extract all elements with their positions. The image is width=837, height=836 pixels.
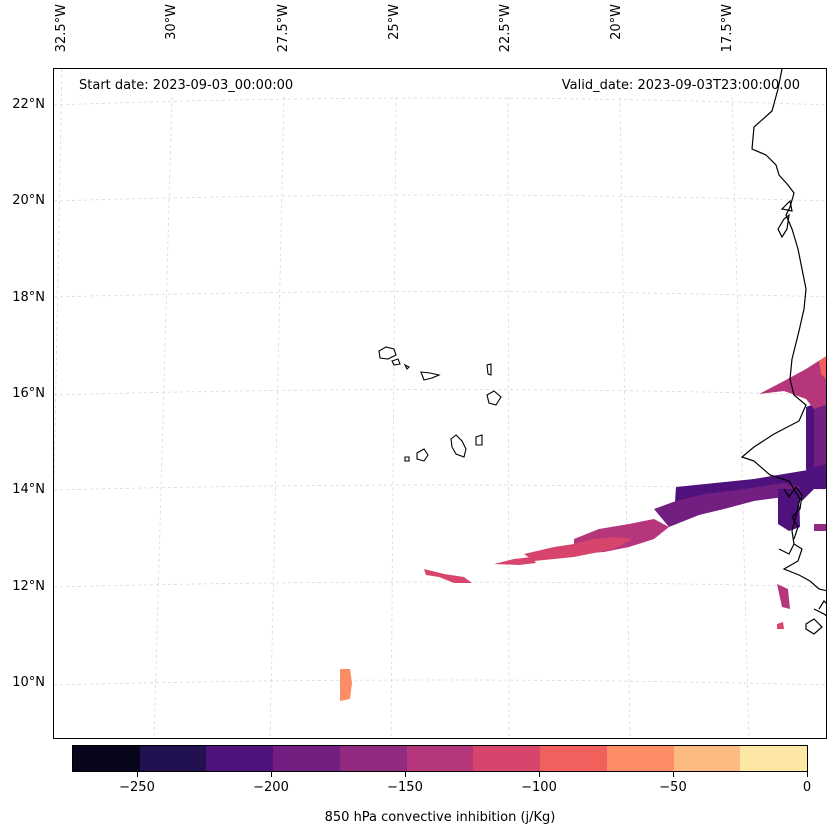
gridline-lat bbox=[54, 97, 826, 106]
lon-label: 32.5°W bbox=[54, 4, 69, 53]
coast-detail-1 bbox=[783, 485, 803, 540]
start-date-label: Start date: 2023-09-03_00:00:00 bbox=[79, 78, 294, 93]
lat-label: 18°N bbox=[12, 290, 45, 305]
colorbar-tick bbox=[539, 772, 540, 777]
colorbar-segment bbox=[206, 746, 274, 771]
cin-top-wedge-hot bbox=[819, 356, 826, 379]
cape-verde-islands bbox=[378, 346, 502, 462]
colorbar-tick-label: −100 bbox=[521, 780, 557, 795]
colorbar-segment bbox=[339, 746, 407, 771]
graticule bbox=[54, 69, 826, 738]
colorbar-segment bbox=[740, 746, 808, 771]
map-canvas bbox=[54, 69, 826, 738]
coastlines bbox=[740, 69, 826, 635]
colorbar-segment bbox=[473, 746, 541, 771]
island-santa-luzia bbox=[403, 363, 410, 370]
colorbar-tick bbox=[271, 772, 272, 777]
gridline-lon bbox=[507, 96, 510, 738]
island-sao-vicente bbox=[391, 358, 401, 366]
lat-label: 12°N bbox=[12, 579, 45, 594]
gridline-lat bbox=[54, 679, 826, 686]
cin-band-mid bbox=[654, 483, 802, 527]
cin-speck-2 bbox=[777, 622, 784, 629]
coast-island-b bbox=[780, 199, 793, 212]
island-brava bbox=[404, 456, 410, 462]
gridline-lat bbox=[54, 484, 826, 491]
cin-top-wedge bbox=[759, 356, 826, 409]
colorbar-segment bbox=[406, 746, 474, 771]
lat-label: 20°N bbox=[12, 193, 45, 208]
coast-detail-5 bbox=[778, 543, 795, 555]
gridline-lon bbox=[153, 96, 173, 738]
lat-label: 10°N bbox=[12, 675, 45, 690]
colorbar-segment bbox=[606, 746, 674, 771]
colorbar-segment bbox=[73, 746, 140, 771]
island-fogo bbox=[416, 448, 429, 462]
gridline-lat bbox=[54, 581, 826, 588]
coast-island-a bbox=[777, 213, 790, 239]
colorbar-segment bbox=[673, 746, 741, 771]
island-sal bbox=[486, 363, 492, 376]
colorbar bbox=[72, 745, 808, 772]
coast-detail-2 bbox=[813, 608, 826, 617]
cin-band-coral-w bbox=[424, 569, 472, 583]
colorbar-segment bbox=[139, 746, 207, 771]
gridline-lat bbox=[54, 291, 826, 298]
island-maio bbox=[475, 434, 483, 446]
gridline-lon bbox=[390, 96, 397, 738]
colorbar-tick-label: 0 bbox=[802, 780, 812, 795]
lon-label: 30°W bbox=[164, 4, 179, 40]
cin-coast-strip-b bbox=[814, 524, 826, 531]
colorbar-tick-label: −50 bbox=[659, 780, 687, 795]
cin-band-red-2 bbox=[494, 557, 536, 565]
lon-label: 22.5°W bbox=[498, 4, 513, 53]
lat-label: 16°N bbox=[12, 386, 45, 401]
lon-label: 20°W bbox=[609, 4, 624, 40]
coast-detail-3 bbox=[805, 618, 823, 635]
lat-label: 14°N bbox=[12, 482, 45, 497]
valid-date-label: Valid_date: 2023-09-03T23:00:00.00 bbox=[561, 78, 800, 93]
lat-label: 22°N bbox=[12, 97, 45, 112]
colorbar-tick bbox=[405, 772, 406, 777]
island-santiago bbox=[450, 434, 467, 458]
cin-block-east-b bbox=[814, 404, 826, 467]
colorbar-title: 850 hPa convective inhibition (j/Kg) bbox=[324, 810, 556, 825]
colorbar-tick-label: −250 bbox=[119, 780, 155, 795]
lon-label: 25°W bbox=[387, 4, 402, 40]
lon-label: 27.5°W bbox=[276, 4, 291, 53]
island-santo-antao bbox=[378, 346, 397, 360]
coast-detail-4 bbox=[818, 600, 826, 610]
map-panel[interactable] bbox=[53, 68, 827, 739]
island-boa-vista bbox=[486, 390, 502, 406]
colorbar-tick bbox=[807, 772, 808, 777]
cin-speck-1 bbox=[777, 584, 790, 609]
cin-isolated-orange bbox=[340, 669, 352, 701]
gridline-lon bbox=[269, 96, 285, 738]
colorbar-segment bbox=[540, 746, 607, 771]
colorbar-segment bbox=[273, 746, 340, 771]
colorbar-tick bbox=[673, 772, 674, 777]
colorbar-tick-label: −200 bbox=[253, 780, 289, 795]
gridline-lat bbox=[54, 194, 826, 202]
gridline-lon bbox=[731, 96, 750, 738]
africa-coast bbox=[740, 69, 826, 592]
colorbar-tick-label: −150 bbox=[387, 780, 423, 795]
lon-label: 17.5°W bbox=[720, 4, 735, 53]
gridline-lat bbox=[54, 389, 826, 396]
island-sao-nicolau bbox=[420, 371, 441, 381]
gridline-lon bbox=[619, 96, 631, 738]
cin-band-red bbox=[524, 537, 632, 561]
cin-contours bbox=[340, 356, 826, 701]
gridline-lon bbox=[54, 69, 63, 503]
colorbar-tick bbox=[137, 772, 138, 777]
